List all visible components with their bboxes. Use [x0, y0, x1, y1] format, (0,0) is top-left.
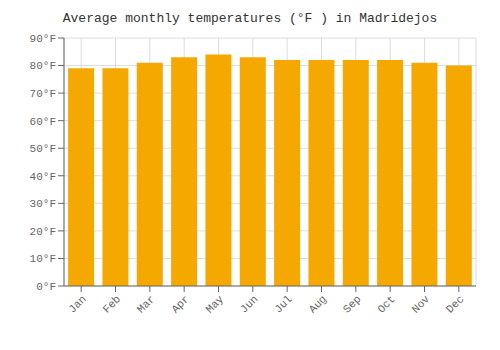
svg-text:Nov: Nov	[410, 293, 433, 316]
svg-text:Feb: Feb	[101, 293, 123, 315]
svg-text:May: May	[204, 293, 227, 316]
svg-text:Jun: Jun	[238, 293, 260, 315]
svg-text:0°F: 0°F	[36, 281, 56, 293]
svg-text:Jan: Jan	[66, 293, 88, 315]
svg-text:20°F: 20°F	[30, 226, 56, 238]
svg-text:Aug: Aug	[307, 293, 329, 315]
svg-text:Mar: Mar	[135, 293, 157, 315]
html-text:Average monthly temperatures (: Average monthly temperatures (°F ) in Ma…	[62, 11, 438, 26]
svg-text:Sep: Sep	[341, 293, 363, 315]
svg-text:50°F: 50°F	[30, 143, 56, 155]
svg-text:90°F: 90°F	[30, 33, 56, 45]
svg-text:60°F: 60°F	[30, 116, 56, 128]
svg-text:10°F: 10°F	[30, 253, 56, 265]
svg-text:30°F: 30°F	[30, 198, 56, 210]
svg-text:70°F: 70°F	[30, 88, 56, 100]
svg-text:Apr: Apr	[169, 293, 191, 315]
svg-text:Oct: Oct	[375, 293, 397, 315]
svg-text:40°F: 40°F	[30, 171, 56, 183]
svg-text:Jul: Jul	[272, 293, 294, 315]
svg-text:80°F: 80°F	[30, 60, 56, 72]
svg-text:Dec: Dec	[444, 293, 466, 315]
